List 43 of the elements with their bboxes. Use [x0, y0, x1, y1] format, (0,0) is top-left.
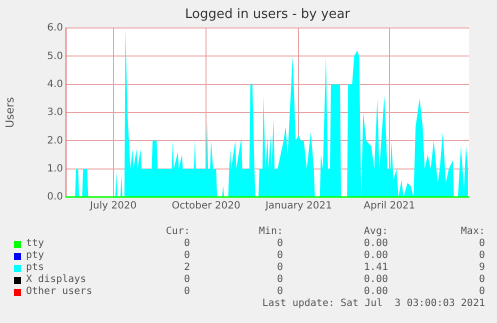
y-tick-label: 4.0 — [47, 78, 63, 90]
text: 0 — [478, 250, 485, 262]
legend-label: pty — [26, 250, 44, 262]
text: 0 — [478, 238, 485, 250]
y-tick-label: 3.0 — [47, 107, 63, 118]
legend-label: pts — [26, 262, 44, 274]
y-tick-label: 2.0 — [47, 135, 63, 146]
y-tick-label: 0.0 — [47, 192, 63, 203]
text: 0 — [184, 274, 190, 286]
text: 0 — [276, 274, 283, 286]
text: 0 — [276, 250, 283, 262]
x-tick-label: October 2020 — [172, 200, 240, 212]
y-axis-title: Users — [3, 96, 16, 128]
text: 0 — [478, 274, 485, 286]
text: 0 — [184, 250, 190, 262]
y-tick-label: 5.0 — [47, 50, 63, 62]
text: 0 — [276, 238, 283, 250]
y-tick-label: 1.0 — [47, 163, 63, 174]
text: Max: — [460, 226, 485, 238]
text: 9 — [478, 262, 485, 274]
text: 0 — [184, 286, 190, 298]
text: 0.00 — [364, 286, 388, 298]
x-tick-label: April 2021 — [364, 200, 416, 212]
legend-label: tty — [26, 238, 44, 250]
text: 0 — [276, 262, 283, 274]
x-tick-label: July 2020 — [89, 200, 137, 212]
x-tick-label: January 2021 — [264, 200, 332, 212]
text: 1.41 — [364, 262, 388, 274]
text: Min: — [258, 226, 283, 238]
text: 0.00 — [364, 274, 388, 286]
legend-label: Other users — [26, 286, 92, 298]
text: 2 — [184, 262, 190, 274]
text: Last update: Sat Jul 3 03:00:03 2021 — [262, 298, 485, 310]
y-tick-label: 6.0 — [47, 22, 63, 34]
chart-title: Logged in users - by year — [184, 7, 351, 22]
text: Avg: — [364, 226, 388, 238]
text: 0 — [276, 286, 283, 298]
text: 0.00 — [364, 250, 388, 262]
text: 0 — [478, 286, 485, 298]
text: Cur: — [166, 226, 190, 238]
text: 0.00 — [364, 238, 388, 250]
text: 0 — [184, 238, 190, 250]
legend-label: X displays — [26, 274, 86, 286]
